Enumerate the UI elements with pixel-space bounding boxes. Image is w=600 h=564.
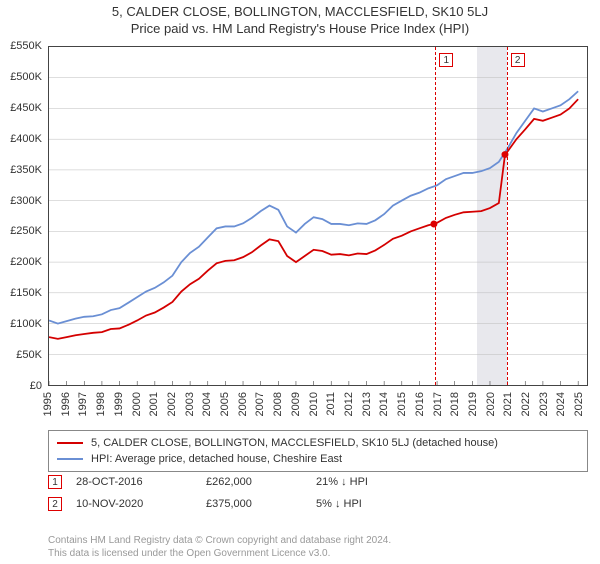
y-axis-labels: £0£50K£100K£150K£200K£250K£300K£350K£400… bbox=[0, 46, 44, 386]
y-tick-label: £250K bbox=[10, 225, 42, 237]
footer-line1: Contains HM Land Registry data © Crown c… bbox=[48, 534, 588, 547]
sale-vs-hpi: 5% ↓ HPI bbox=[316, 498, 362, 510]
x-tick-label: 2018 bbox=[449, 392, 461, 416]
legend-row: HPI: Average price, detached house, Ches… bbox=[57, 451, 579, 467]
x-tick-label: 2016 bbox=[414, 392, 426, 416]
legend: 5, CALDER CLOSE, BOLLINGTON, MACCLESFIEL… bbox=[48, 430, 588, 472]
x-tick-label: 2007 bbox=[254, 392, 266, 416]
x-tick-label: 1995 bbox=[42, 392, 54, 416]
x-tick-label: 2008 bbox=[272, 392, 284, 416]
sale-price: £262,000 bbox=[206, 476, 316, 488]
x-tick-label: 2006 bbox=[237, 392, 249, 416]
x-tick-label: 1997 bbox=[77, 392, 89, 416]
x-tick-label: 2000 bbox=[131, 392, 143, 416]
sale-row-marker: 2 bbox=[48, 497, 62, 511]
x-tick-label: 2023 bbox=[538, 392, 550, 416]
sale-row-marker: 1 bbox=[48, 475, 62, 489]
x-tick-label: 2015 bbox=[396, 392, 408, 416]
x-tick-label: 2012 bbox=[343, 392, 355, 416]
y-tick-label: £500K bbox=[10, 71, 42, 83]
sale-row: 1 28-OCT-2016£262,00021% ↓ HPI bbox=[48, 472, 588, 492]
y-tick-label: £100K bbox=[10, 318, 42, 330]
sale-price: £375,000 bbox=[206, 498, 316, 510]
legend-swatch bbox=[57, 458, 83, 460]
chart-subtitle: Price paid vs. HM Land Registry's House … bbox=[0, 21, 600, 36]
x-tick-label: 1999 bbox=[113, 392, 125, 416]
sale-date: 10-NOV-2020 bbox=[76, 498, 206, 510]
x-tick-label: 2019 bbox=[467, 392, 479, 416]
x-tick-label: 2022 bbox=[520, 392, 532, 416]
legend-label: 5, CALDER CLOSE, BOLLINGTON, MACCLESFIEL… bbox=[91, 437, 498, 449]
x-tick-label: 2024 bbox=[555, 392, 567, 416]
sale-marker-line bbox=[507, 47, 508, 385]
x-tick-label: 2002 bbox=[166, 392, 178, 416]
sale-row: 2 10-NOV-2020£375,0005% ↓ HPI bbox=[48, 494, 588, 514]
sale-marker-label: 1 bbox=[439, 53, 453, 67]
x-tick-label: 1996 bbox=[60, 392, 72, 416]
footer-attribution: Contains HM Land Registry data © Crown c… bbox=[48, 534, 588, 560]
y-tick-label: £450K bbox=[10, 102, 42, 114]
y-tick-label: £400K bbox=[10, 133, 42, 145]
sales-table: 1 28-OCT-2016£262,00021% ↓ HPI 2 10-NOV-202… bbox=[48, 470, 588, 516]
y-tick-label: £550K bbox=[10, 40, 42, 52]
legend-row: 5, CALDER CLOSE, BOLLINGTON, MACCLESFIEL… bbox=[57, 435, 579, 451]
legend-swatch bbox=[57, 442, 83, 444]
chart-title: 5, CALDER CLOSE, BOLLINGTON, MACCLESFIEL… bbox=[0, 4, 600, 19]
y-tick-label: £150K bbox=[10, 287, 42, 299]
x-tick-label: 2003 bbox=[184, 392, 196, 416]
y-tick-label: £200K bbox=[10, 256, 42, 268]
x-tick-label: 1998 bbox=[95, 392, 107, 416]
x-tick-label: 2011 bbox=[325, 392, 337, 416]
x-tick-label: 2021 bbox=[502, 392, 514, 416]
sale-marker-label: 2 bbox=[511, 53, 525, 67]
y-tick-label: £0 bbox=[30, 380, 42, 392]
y-tick-label: £300K bbox=[10, 195, 42, 207]
x-tick-label: 2004 bbox=[201, 392, 213, 416]
y-tick-label: £350K bbox=[10, 164, 42, 176]
sale-marker-line bbox=[435, 47, 436, 385]
sale-dot bbox=[430, 221, 437, 228]
x-tick-label: 2010 bbox=[308, 392, 320, 416]
x-tick-label: 2014 bbox=[378, 392, 390, 416]
sale-vs-hpi: 21% ↓ HPI bbox=[316, 476, 368, 488]
y-tick-label: £50K bbox=[16, 349, 42, 361]
x-tick-label: 2013 bbox=[361, 392, 373, 416]
legend-label: HPI: Average price, detached house, Ches… bbox=[91, 453, 342, 465]
x-tick-label: 2020 bbox=[485, 392, 497, 416]
x-tick-label: 2017 bbox=[432, 392, 444, 416]
x-tick-label: 2009 bbox=[290, 392, 302, 416]
series-hpi bbox=[49, 91, 578, 323]
footer-line2: This data is licensed under the Open Gov… bbox=[48, 547, 588, 560]
chart-plot-area: 12 bbox=[48, 46, 588, 386]
sale-date: 28-OCT-2016 bbox=[76, 476, 206, 488]
x-tick-label: 2005 bbox=[219, 392, 231, 416]
x-tick-label: 2001 bbox=[148, 392, 160, 416]
x-tick-label: 2025 bbox=[573, 392, 585, 416]
